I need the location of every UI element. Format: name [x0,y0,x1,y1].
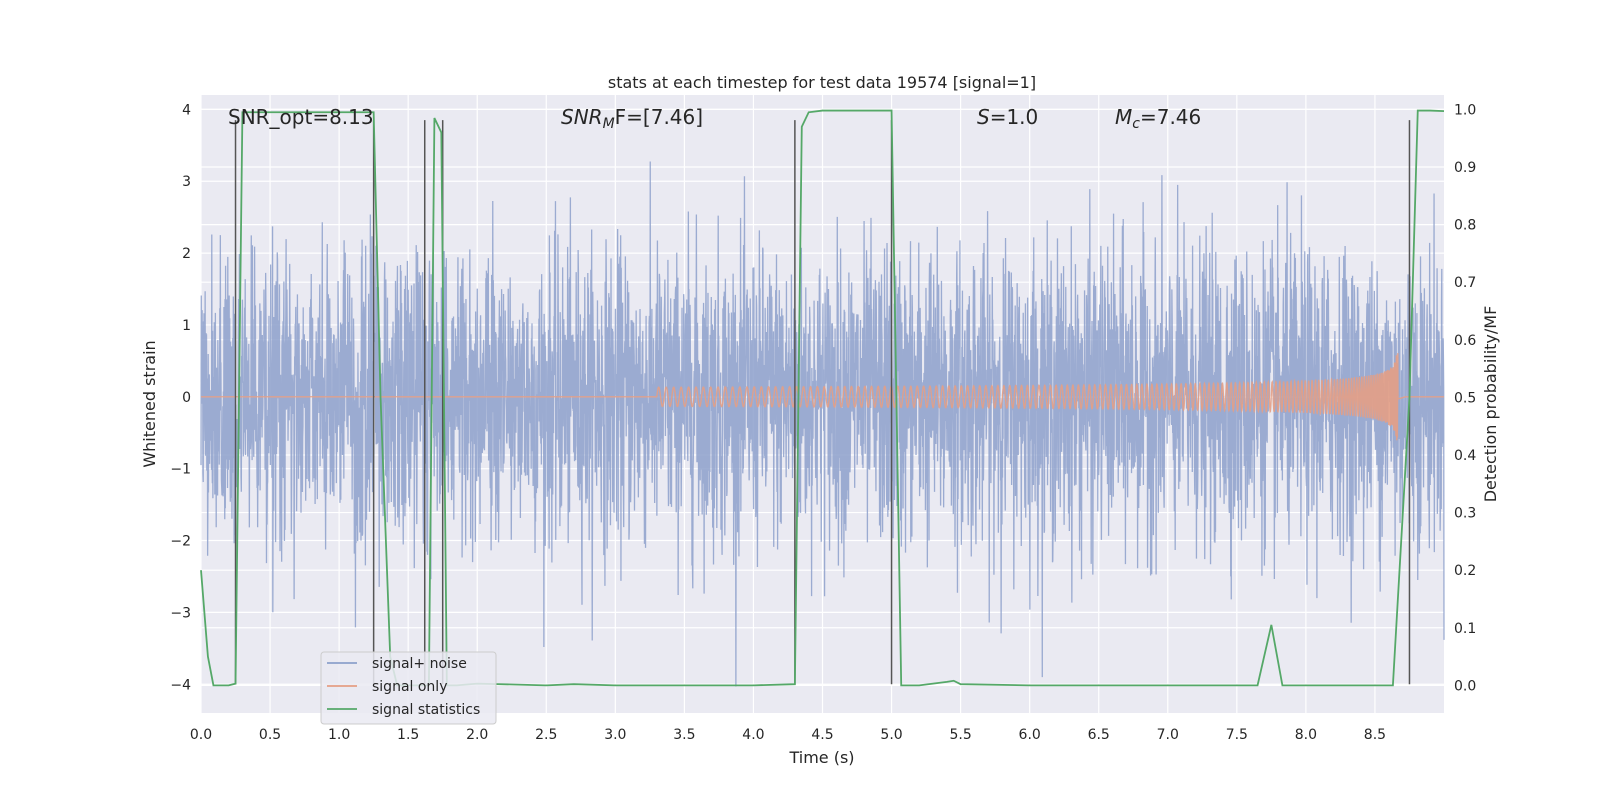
legend-box [320,651,497,725]
signal-only-line [201,353,1444,441]
legend-label-signal-statistics: signal statistics [372,702,480,718]
y-right-tick-label: 0.7 [1454,275,1476,291]
x-tick-label: 3.0 [604,727,626,743]
x-tick-label: 2.0 [466,727,488,743]
x-tick-label: 5.0 [880,727,902,743]
y-tick-label: 2 [182,246,191,262]
y-right-tick-label: 0.1 [1454,621,1476,637]
y-right-tick-label: 0.5 [1454,390,1476,406]
x-tick-label: 2.5 [535,727,557,743]
x-tick-label: 0.5 [259,727,281,743]
y-right-tick-label: 0.9 [1454,160,1476,176]
annotation-snr-opt: SNR_opt=8.13 [228,105,374,129]
chart-title: stats at each timestep for test data 195… [608,73,1036,92]
y-right-tick-label: 0.4 [1454,448,1476,464]
y-right-tick-label: 0.6 [1454,333,1476,349]
annotation-mc-sub: c [1132,116,1140,132]
legend: signal+ noise signal only signal statist… [320,651,497,725]
y-tick-label: 0 [182,390,191,406]
x-tick-label: 7.0 [1157,727,1179,743]
y-axis-label: Whitened strain [140,340,159,467]
y-right-tick-label: 0.3 [1454,506,1476,522]
y-right-tick-label: 0.8 [1454,218,1476,234]
signal-statistics-line [200,109,1445,687]
x-tick-label: 6.5 [1088,727,1110,743]
annotation-s-main: S [977,105,990,129]
x-tick-label: 8.0 [1295,727,1317,743]
y-tick-label: −2 [170,534,191,550]
y-axis-right-label: Detection probability/MF [1481,306,1500,503]
y-tick-label: −1 [170,462,191,478]
x-tick-label: 3.5 [673,727,695,743]
annotation-snr-mf-sub: M [603,116,615,132]
y-right-tick-label: 0.0 [1454,678,1476,694]
y-right-tick-label: 0.2 [1454,563,1476,579]
signal-statistics-series [200,109,1445,687]
x-tick-label: 6.0 [1019,727,1041,743]
x-tick-label: 0.0 [190,727,212,743]
x-tick-label: 7.5 [1226,727,1248,743]
y-tick-label: 4 [182,102,191,118]
x-tick-label: 1.5 [397,727,419,743]
tick-labels: 0.0 0.5 1.0 1.5 2.0 2.5 3.0 3.5 4.0 4.5 5.0 5.5 6.0 6… [170,102,1476,743]
y-tick-label: 3 [182,174,191,190]
annotation-snr-mf-main: SNR [561,105,603,129]
legend-label-signal-noise: signal+ noise [372,656,467,672]
x-tick-label: 8.5 [1364,727,1386,743]
signal-only-series [201,353,1444,441]
x-axis-label: Time (s) [788,748,854,767]
x-tick-label: 4.5 [811,727,833,743]
annotation-mc-main: M [1115,105,1132,129]
annotation-snr-mf-tail: F=[7.46] [615,105,703,129]
annotation-snr-mf: SNRMF=[7.46] [561,105,703,132]
x-tick-label: 1.0 [328,727,350,743]
y-tick-label: 1 [182,318,191,334]
annotation-s: S=1.0 [977,105,1038,129]
y-tick-label: −4 [170,677,191,693]
annotation-mc: Mc=7.46 [1115,105,1201,132]
annotation-mc-tail: =7.46 [1140,105,1201,129]
x-tick-label: 4.0 [742,727,764,743]
x-tick-label: 5.5 [949,727,971,743]
annotation-s-tail: =1.0 [990,105,1039,129]
noise-series [200,161,1445,687]
legend-label-signal-only: signal only [372,679,447,695]
signal-noise-line [200,161,1445,687]
y-tick-label: −3 [170,605,191,621]
y-right-tick-label: 1.0 [1454,102,1476,118]
